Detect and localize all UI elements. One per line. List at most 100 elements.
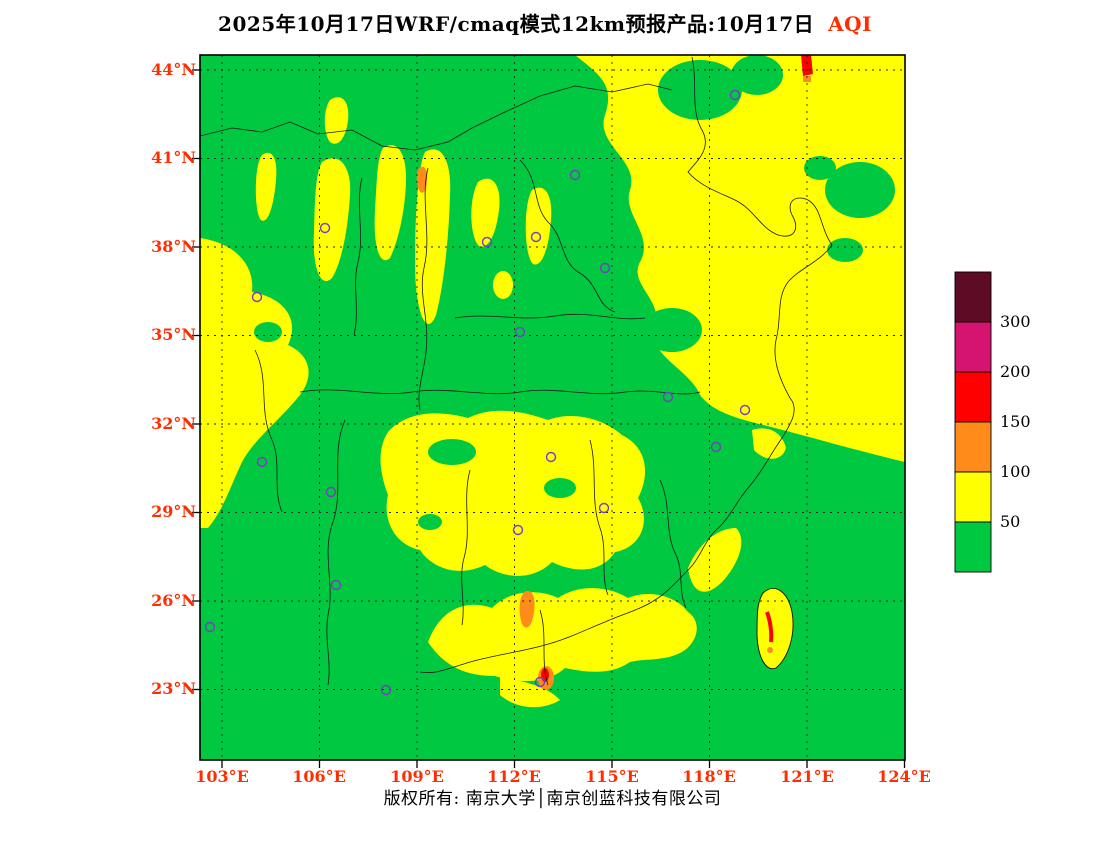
coastline — [419, 56, 833, 674]
aqi-regions-unhealthy — [541, 55, 813, 682]
city-marker — [662, 391, 674, 403]
lat-label: 26°N — [151, 591, 196, 610]
legend-swatch-100-150 — [954, 421, 992, 473]
city-marker — [325, 486, 337, 498]
copyright: 版权所有: 南京大学│南京创蓝科技有限公司 — [383, 789, 722, 809]
aqi-region-moderate — [428, 588, 697, 682]
city-marker — [545, 451, 557, 463]
city-marker — [739, 404, 751, 416]
city-marker — [481, 236, 493, 248]
lon-label: 118°E — [682, 767, 736, 786]
city-marker — [710, 441, 722, 453]
lon-label: 106°E — [292, 767, 346, 786]
aqi-region-good-patch — [804, 156, 836, 180]
aqi-region-moderate — [255, 152, 277, 221]
legend-swatch-200-300 — [954, 321, 992, 373]
province-boundaries — [200, 56, 833, 686]
city-marker — [204, 621, 216, 633]
city-marker — [569, 169, 581, 181]
aqi-regions-good-patches — [254, 55, 895, 530]
city-marker — [251, 291, 263, 303]
aqi-region-moderate — [752, 428, 786, 459]
aqi-region-unhealthy — [801, 55, 813, 76]
province-boundary — [461, 469, 471, 626]
map-frame — [199, 54, 906, 761]
aqi-region-unhealthy — [765, 611, 774, 643]
province-boundary — [418, 167, 429, 411]
legend-tick-label: 50 — [1000, 512, 1021, 531]
lon-label: 112°E — [487, 767, 541, 786]
aqi-region-usg — [416, 166, 428, 193]
province-boundary — [519, 159, 616, 313]
lon-label: 121°E — [780, 767, 834, 786]
lat-label: 35°N — [151, 325, 196, 344]
lon-label: 124°E — [877, 767, 931, 786]
axis-ticks — [192, 69, 906, 768]
city-marker — [598, 502, 610, 514]
province-boundary — [200, 83, 673, 151]
lat-label: 32°N — [151, 414, 196, 433]
legend-swatch-150-200 — [954, 371, 992, 423]
legend-swatch-0-50 — [954, 521, 992, 573]
city-marker — [319, 222, 331, 234]
province-boundary — [454, 313, 646, 320]
city-marker — [530, 231, 542, 243]
province-boundary — [539, 609, 549, 686]
legend-swatch-300plus — [954, 271, 992, 323]
aqi-colorbar — [954, 271, 992, 573]
city-marker — [514, 326, 526, 338]
legend-tick-label: 200 — [1000, 362, 1031, 381]
province-boundary — [659, 479, 687, 609]
aqi-region-usg — [803, 76, 811, 82]
city-marker — [380, 684, 392, 696]
lat-label: 44°N — [151, 60, 196, 79]
lat-label: 38°N — [151, 237, 196, 256]
aqi-region-moderate — [493, 271, 513, 299]
aqi-region-good-patch — [642, 308, 702, 352]
aqi-region-moderate — [500, 676, 560, 708]
aqi-region-good-patch — [428, 439, 476, 465]
legend-tick-label: 100 — [1000, 462, 1031, 481]
legend-tick-label: 300 — [1000, 312, 1031, 331]
aqi-region-moderate — [200, 238, 309, 528]
city-marker — [256, 456, 268, 468]
aqi-region-moderate — [313, 158, 351, 282]
lat-label: 29°N — [151, 502, 196, 521]
aqi-region-moderate — [374, 145, 407, 261]
province-boundary — [326, 419, 346, 686]
taiwan-region-moderate — [756, 588, 794, 670]
aqi-region-moderate — [471, 178, 500, 247]
aqi-region-good-patch — [731, 55, 783, 95]
city-marker — [512, 524, 524, 536]
lon-label: 103°E — [195, 767, 249, 786]
city-marker — [534, 676, 546, 688]
aqi-region-good-patch — [418, 514, 442, 530]
aqi-region-moderate — [688, 528, 742, 592]
lon-label: 115°E — [585, 767, 639, 786]
aqi-region-usg — [767, 647, 773, 653]
city-markers — [204, 89, 751, 696]
province-boundary — [589, 439, 609, 596]
page-title: 2025年10月17日WRF/cmaq模式12km预报产品:10月17日 AQI — [150, 8, 940, 37]
aqi-region-moderate — [415, 149, 451, 325]
legend-tick-label: 150 — [1000, 412, 1031, 431]
city-marker — [599, 262, 611, 274]
aqi-region-good-patch — [827, 238, 863, 262]
title-metric: AQI — [828, 12, 872, 36]
lon-label: 109°E — [390, 767, 444, 786]
province-boundary — [254, 349, 283, 513]
aqi-region-good-patch — [254, 322, 282, 342]
lat-label: 41°N — [151, 148, 196, 167]
legend-swatch-50-100 — [954, 471, 992, 523]
city-marker — [330, 579, 342, 591]
province-boundary — [299, 389, 701, 395]
aqi-region-good-patch — [658, 60, 742, 120]
title-text: 2025年10月17日WRF/cmaq模式12km预报产品:10月17日 — [218, 12, 815, 36]
aqi-region-usg — [519, 590, 535, 628]
aqi-region-moderate — [525, 187, 552, 265]
city-marker — [729, 89, 741, 101]
lat-label: 23°N — [151, 679, 196, 698]
aqi-region-good-patch — [825, 162, 895, 218]
